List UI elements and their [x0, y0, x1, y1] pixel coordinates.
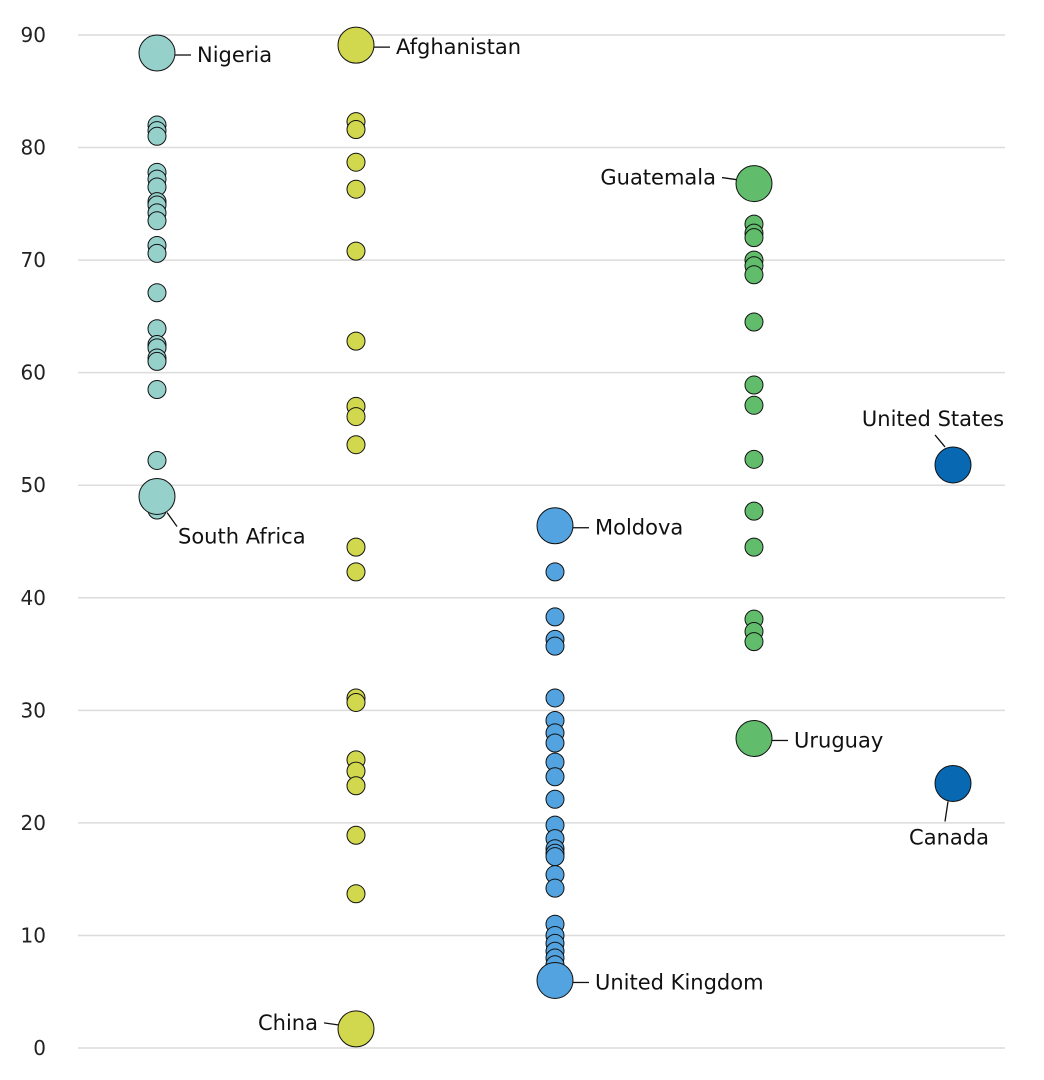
data-point-group-2-9	[346, 537, 366, 557]
annotation-label-afghanistan: Afghanistan	[396, 35, 521, 59]
annotation-label-uruguay: Uruguay	[794, 728, 883, 752]
highlight-point-south-africa	[138, 477, 176, 515]
annotation-label-south-africa: South Africa	[178, 524, 306, 548]
data-point-group-1-12	[147, 283, 167, 303]
data-point-group-2-17	[346, 884, 366, 904]
leader-line-united-states	[934, 434, 946, 448]
annotation-label-united-states: United States	[862, 407, 1004, 431]
data-point-group-2-1	[346, 120, 366, 140]
annotation-label-canada: Canada	[909, 825, 989, 849]
highlight-point-united-states	[934, 446, 972, 484]
y-tick-label-0: 0	[33, 1036, 46, 1060]
annotation-labels: Nigeria South Africa Afghanistan China Moldo…	[178, 35, 1004, 1035]
y-tick-label-70: 70	[21, 248, 46, 272]
data-point-group-3-9	[545, 767, 565, 787]
data-point-group-2-8	[346, 435, 366, 455]
data-point-group-1-11	[147, 243, 167, 263]
annotation-label-nigeria: Nigeria	[197, 43, 272, 67]
data-point-group-4-7	[744, 375, 764, 395]
data-point-group-3-4	[545, 688, 565, 708]
data-point-group-1-18	[147, 380, 167, 400]
data-point-group-1-9	[147, 211, 167, 231]
annotation-label-china: China	[258, 1011, 318, 1035]
data-point-group-3-1	[545, 607, 565, 627]
leader-line-guatemala	[721, 176, 737, 181]
data-point-group-2-4	[346, 241, 366, 261]
data-point-group-3-0	[545, 562, 565, 582]
y-axis-ticks: 0 10 20 30 40 50 60 70 80 90	[21, 23, 46, 1060]
highlight-point-nigeria	[138, 34, 176, 72]
data-point-group-2-16	[346, 825, 366, 845]
y-tick-label-30: 30	[21, 698, 46, 722]
data-point-group-3-17	[545, 878, 565, 898]
y-tick-label-40: 40	[21, 586, 46, 610]
annotation-label-united-kingdom: United Kingdom	[595, 970, 764, 994]
data-point-group-2-7	[346, 407, 366, 427]
data-point-group-3-10	[545, 789, 565, 809]
data-point-group-1-17	[147, 351, 167, 371]
data-point-group-4-11	[744, 537, 764, 557]
y-tick-label-60: 60	[21, 361, 46, 385]
y-tick-label-50: 50	[21, 473, 46, 497]
annotation-label-moldova: Moldova	[595, 516, 683, 540]
highlight-point-canada	[934, 764, 972, 802]
data-point-group-4-5	[744, 265, 764, 285]
leader-line-south-africa	[166, 512, 178, 527]
y-tick-label-20: 20	[21, 811, 46, 835]
data-point-group-2-3	[346, 179, 366, 199]
highlight-point-uruguay	[735, 719, 773, 757]
data-point-group-1-19	[147, 450, 167, 470]
highlight-point-moldova	[536, 507, 574, 545]
data-point-group-4-6	[744, 312, 764, 332]
annotation-leaders	[166, 46, 949, 1026]
data-point-group-1-2	[147, 126, 167, 146]
data-point-group-4-8	[744, 395, 764, 415]
y-tick-label-90: 90	[21, 23, 46, 47]
data-point-group-3-7	[545, 733, 565, 753]
data-point-group-2-2	[346, 152, 366, 172]
annotation-label-guatemala: Guatemala	[600, 166, 716, 190]
data-point-group-3-3	[545, 636, 565, 656]
data-point-group-4-2	[744, 228, 764, 248]
data-points	[138, 26, 972, 1048]
grid-lines	[78, 34, 1005, 1049]
data-point-group-4-14	[744, 632, 764, 652]
leader-line-china	[323, 1022, 339, 1026]
highlight-point-united-kingdom	[536, 961, 574, 999]
highlight-point-china	[337, 1010, 375, 1048]
data-point-group-2-5	[346, 331, 366, 351]
y-tick-label-80: 80	[21, 136, 46, 160]
highlight-point-afghanistan	[337, 26, 375, 64]
highlight-point-guatemala	[735, 165, 773, 203]
y-tick-label-10: 10	[21, 923, 46, 947]
data-point-group-3-15	[545, 847, 565, 867]
data-point-group-4-9	[744, 449, 764, 469]
data-point-group-2-10	[346, 562, 366, 582]
leader-line-canada	[944, 801, 949, 822]
data-point-group-2-12	[346, 692, 366, 712]
data-point-group-2-15	[346, 776, 366, 796]
data-point-group-4-10	[744, 501, 764, 521]
